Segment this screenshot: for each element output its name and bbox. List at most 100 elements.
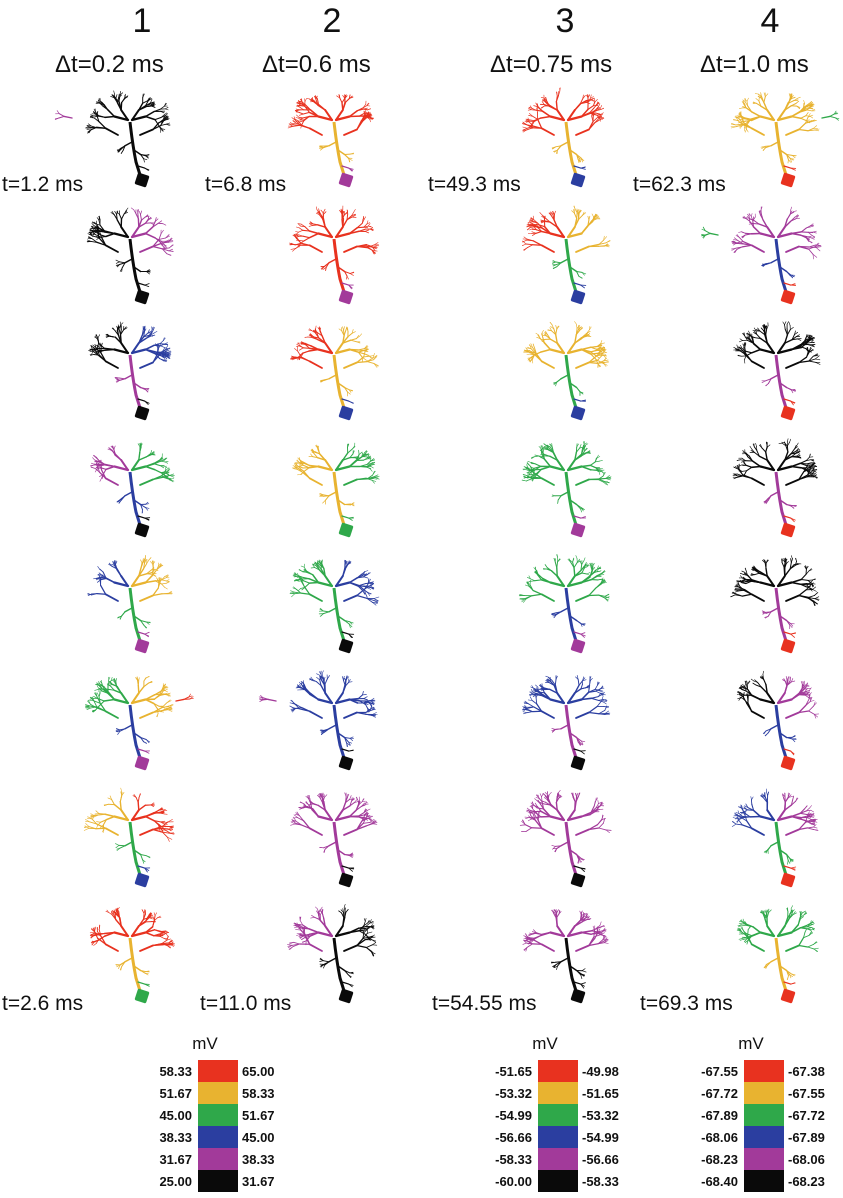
dendrite-left: [730, 205, 776, 253]
dendrite-left: [287, 95, 334, 136]
main-trunk: [319, 121, 355, 179]
legend-upper-bound: 51.67: [242, 1108, 275, 1123]
soma: [780, 406, 796, 421]
neuron-diagram: [291, 442, 380, 537]
legend-upper-bound: -67.72: [788, 1108, 825, 1123]
neuron-frame-col2-row3: [262, 313, 398, 435]
main-trunk: [117, 588, 151, 645]
main-trunk: [551, 821, 585, 879]
dendrite-left: [521, 210, 566, 253]
neuron-frame-col1-row4: [58, 430, 194, 552]
dendrite-right: [776, 321, 821, 370]
neuron-diagram: [732, 438, 818, 537]
neuron-frame-col2-row8: [262, 896, 398, 1018]
dendrite-left: [83, 787, 130, 836]
dendrite-right: [334, 792, 378, 836]
legend-swatch-yellow: [198, 1082, 238, 1104]
dendrite-tip: [54, 110, 73, 120]
soma: [134, 872, 150, 887]
dendrite-left: [736, 908, 776, 953]
neuron-diagram: [289, 205, 380, 304]
proximal-segment: [341, 631, 355, 639]
legend-lower-bound: -58.33: [495, 1152, 532, 1167]
soma: [570, 406, 586, 421]
soma: [338, 639, 354, 654]
legend-2-unit: mV: [532, 1034, 558, 1053]
dendrite-left: [522, 909, 566, 953]
proximal-segment: [573, 981, 586, 989]
legend-swatch-green: [198, 1104, 238, 1126]
neuron-diagram: [736, 670, 820, 771]
proximal-segment: [783, 631, 796, 639]
main-trunk: [115, 938, 150, 995]
dendrite-right: [334, 675, 378, 719]
legend-lower-bound: -67.55: [701, 1064, 738, 1079]
dendrite-right: [334, 94, 374, 136]
legend-upper-bound: 65.00: [242, 1064, 275, 1079]
proximal-segment: [137, 748, 150, 754]
proximal-segment: [341, 864, 355, 872]
dendrite-left: [87, 560, 130, 603]
neuron-frame-col4-row1: [704, 80, 840, 202]
soma: [780, 755, 796, 771]
neuron-diagram: [736, 905, 819, 1004]
soma: [134, 755, 150, 771]
legend-1-unit: mV: [192, 1034, 218, 1053]
time-start-1: t=1.2 ms: [2, 173, 84, 196]
neuron-frame-col1-row8: [58, 896, 194, 1018]
neuron-frame-col1-row1: [54, 80, 194, 202]
neuron-diagram: [83, 787, 175, 887]
legend-lower-bound: 25.00: [159, 1174, 192, 1189]
neuron-diagram: [733, 321, 821, 421]
legend-lower-bound: -51.65: [495, 1064, 532, 1079]
column-number-4: 4: [760, 2, 780, 40]
proximal-segment: [783, 165, 797, 171]
neuron-diagram: [701, 205, 822, 304]
neuron-frame-col2-row2: [262, 197, 398, 319]
dendrite-right: [566, 440, 612, 486]
main-trunk: [763, 471, 797, 529]
legend-swatch-red: [538, 1060, 578, 1082]
dendrite-right: [566, 910, 609, 953]
legend-lower-bound: -60.00: [495, 1174, 532, 1189]
neuron-frame-col2-row6: [258, 663, 398, 785]
dendrite-left: [287, 906, 334, 953]
proximal-segment: [341, 281, 354, 289]
soma: [134, 289, 150, 304]
legend-lower-bound: -56.66: [495, 1130, 532, 1145]
soma: [134, 406, 150, 421]
main-trunk: [553, 355, 584, 412]
legend-lower-bound: 58.33: [159, 1064, 192, 1079]
neuron-diagram: [521, 440, 612, 537]
dendrite-left: [733, 322, 776, 370]
soma: [338, 872, 354, 887]
soma: [338, 172, 354, 188]
column-number-3: 3: [555, 2, 575, 40]
neuron-frame-col4-row5: [704, 546, 840, 668]
legend-swatch-black: [198, 1170, 238, 1192]
legend-upper-bound: -67.55: [788, 1086, 825, 1101]
neuron-frame-col3-row4: [494, 430, 630, 552]
neuron-frame-col4-row4: [704, 430, 840, 552]
dendrite-right: [334, 205, 380, 255]
main-trunk: [551, 704, 586, 762]
time-start-3: t=49.3 ms: [428, 173, 521, 196]
proximal-segment: [137, 398, 150, 406]
column-number-2: 2: [322, 2, 342, 40]
main-trunk: [761, 238, 796, 296]
dendrite-right: [130, 555, 173, 603]
neuron-frame-col3-row1: [494, 80, 630, 202]
dendrite-left: [88, 321, 130, 370]
neuron-diagram: [290, 325, 379, 421]
dendrite-right: [776, 555, 820, 607]
neuron-frame-col4-row6: [704, 663, 840, 785]
dendrite-right: [776, 792, 819, 836]
dendrite-right: [566, 205, 611, 253]
legend-upper-bound: -54.99: [582, 1130, 619, 1145]
legend-lower-bound: -67.72: [701, 1086, 738, 1101]
legend-swatch-purple: [744, 1148, 784, 1170]
legend-lower-bound: -67.89: [701, 1108, 738, 1123]
dendrite-left: [730, 559, 776, 603]
main-trunk: [761, 588, 795, 645]
main-trunk: [550, 938, 587, 995]
